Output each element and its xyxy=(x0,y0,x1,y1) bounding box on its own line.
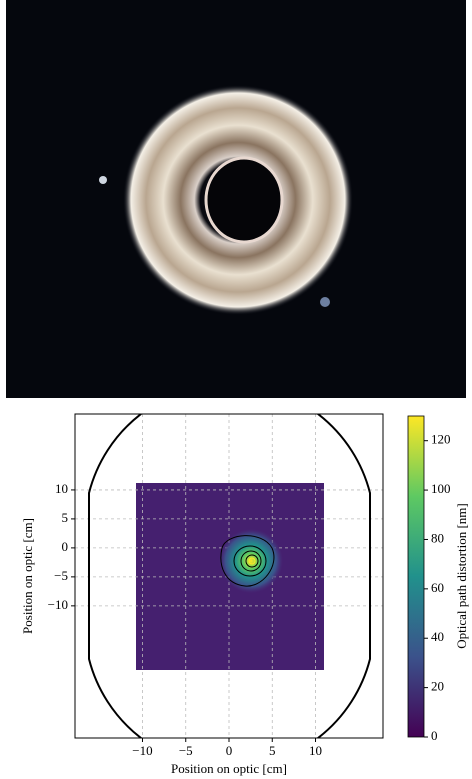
hotspot xyxy=(219,529,283,593)
y-tick-label: −10 xyxy=(48,597,68,612)
colorbar-tick-label: 20 xyxy=(431,679,444,694)
y-tick-label: 10 xyxy=(55,481,68,496)
y-tick-label: −5 xyxy=(54,568,68,583)
colorbar-tick-label: 120 xyxy=(431,432,451,447)
x-tick-label: −10 xyxy=(132,743,152,758)
colorbar-tick-label: 80 xyxy=(431,530,444,545)
x-tick-label: −5 xyxy=(179,743,193,758)
aperture xyxy=(88,414,371,738)
x-tick-label: 5 xyxy=(269,743,276,758)
colorbar-label: Optical path distortion [nm] xyxy=(454,503,469,649)
colorbar-tick-label: 40 xyxy=(431,629,444,644)
x-tick-label: 0 xyxy=(226,743,233,758)
y-tick-label: 5 xyxy=(62,510,69,525)
colorbar-tick-label: 60 xyxy=(431,580,444,595)
colorbar-tick-label: 100 xyxy=(431,481,451,496)
photo xyxy=(6,0,466,398)
y-axis-label: Position on optic [cm] xyxy=(20,518,35,634)
x-axis-label: Position on optic [cm] xyxy=(171,761,287,776)
x-tick-label: 10 xyxy=(309,743,322,758)
colorbar xyxy=(407,415,425,738)
y-tick-label: 0 xyxy=(62,539,69,554)
colorbar-tick-label: 0 xyxy=(431,728,438,743)
